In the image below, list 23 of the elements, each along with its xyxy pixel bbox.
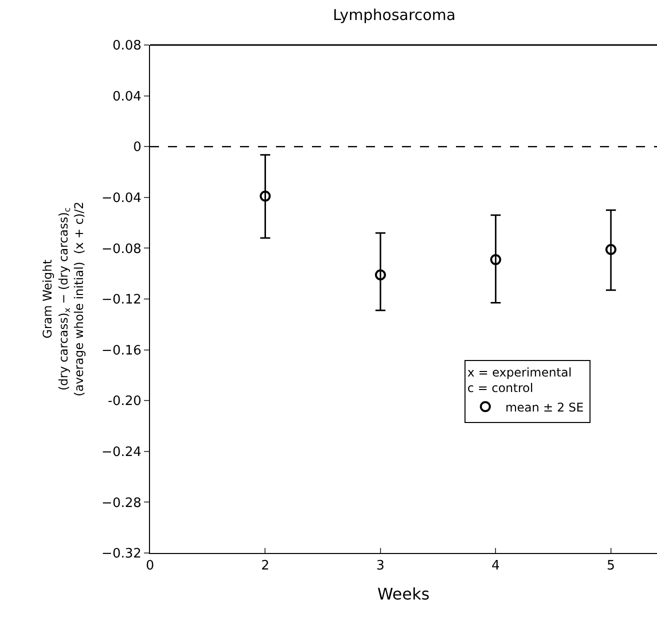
x-axis-title: Weeks [377, 584, 430, 604]
y-tick-label: −0.24 [102, 444, 142, 460]
y-tick-label: 0 [133, 140, 142, 156]
chart-title: Lymphosarcoma [332, 6, 456, 24]
y-tick-label: −0.16 [102, 343, 142, 358]
y-tick-label: -0.20 [108, 394, 142, 410]
x-tick-label: 2 [261, 558, 270, 574]
y-tick-label: −0.12 [102, 292, 142, 308]
point [260, 190, 271, 202]
x-tick-label: 5 [606, 558, 616, 574]
x-tick-label: 0 [146, 558, 154, 574]
point [374, 269, 386, 280]
x-tick-label: 4 [492, 558, 500, 574]
y-tick-label: −0.32 [102, 546, 142, 562]
y-tick-label: −0.04 [102, 190, 142, 206]
legend-label: mean ± 2 SE [505, 400, 584, 414]
x-tick-label: 3 [376, 558, 385, 574]
y-tick-label: −0.28 [102, 496, 142, 511]
point [605, 244, 616, 255]
point [490, 254, 502, 266]
y-tick-label: 0.08 [112, 38, 142, 54]
y-tick-label: 0.04 [112, 89, 142, 104]
y-tick-label: −0.08 [102, 242, 142, 257]
